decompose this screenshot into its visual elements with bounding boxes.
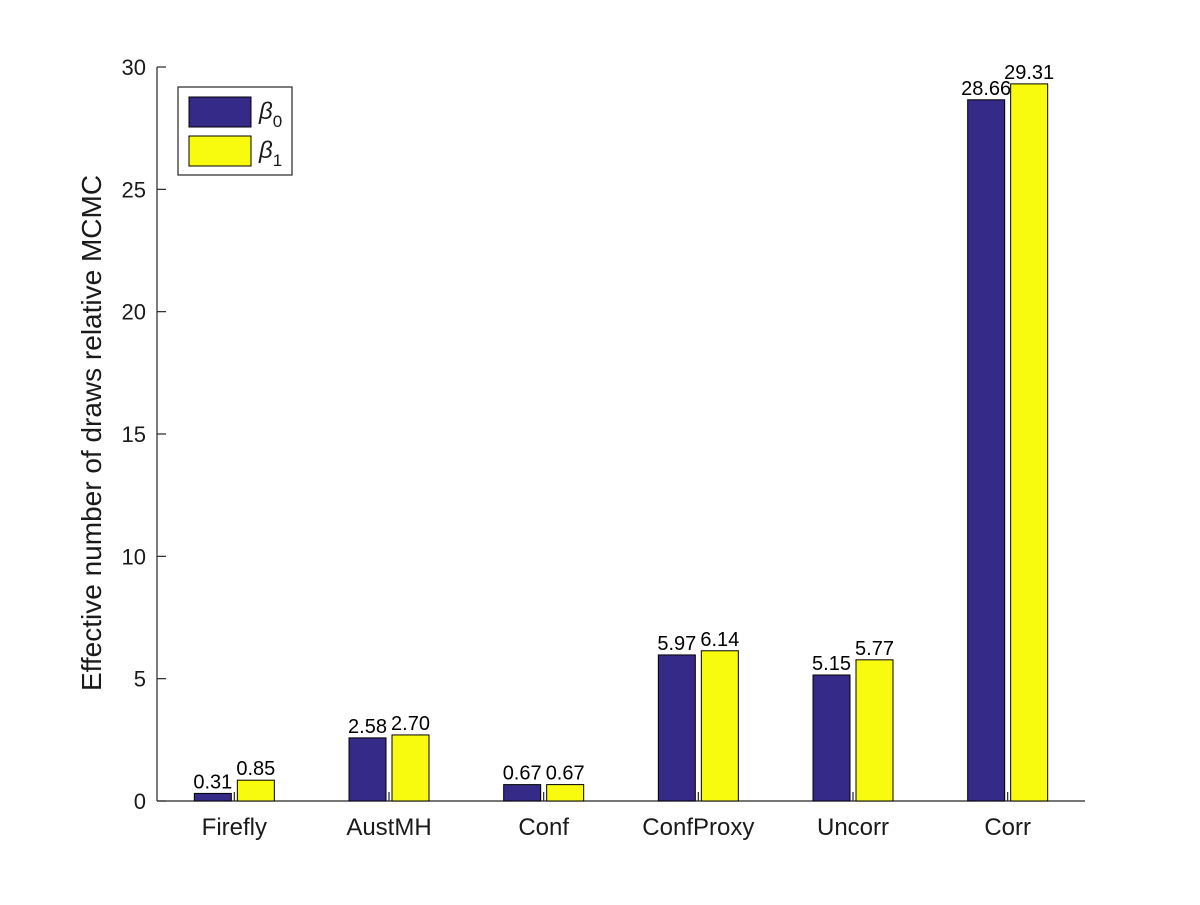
data-label: 5.97 xyxy=(657,633,696,655)
data-label: 2.70 xyxy=(391,713,430,735)
bars-layer xyxy=(193,83,1049,802)
x-tick-label: AustMH xyxy=(346,814,431,841)
data-label: 5.15 xyxy=(812,653,851,675)
y-tick-label: 20 xyxy=(122,300,146,325)
data-label: 6.14 xyxy=(700,629,739,651)
bar xyxy=(391,734,430,802)
data-label: 28.66 xyxy=(961,78,1011,100)
data-label: 0.31 xyxy=(193,771,232,793)
x-tick-label: Corr xyxy=(984,814,1031,841)
legend-swatch xyxy=(188,135,252,167)
data-label: 2.58 xyxy=(348,716,387,738)
legend-swatch xyxy=(188,96,252,128)
x-tick-label: Uncorr xyxy=(817,814,889,841)
legend-entry-subscript: 1 xyxy=(273,151,282,170)
y-tick-label: 15 xyxy=(122,422,146,447)
data-label: 5.77 xyxy=(855,638,894,660)
labels-layer: 0.310.85 2.58 2.70 0.67 0.67 5.97 6.14 5.155.77… xyxy=(193,62,1054,794)
bar xyxy=(657,654,696,802)
bar xyxy=(700,650,739,802)
y-tick-label: 5 xyxy=(134,667,146,692)
bar xyxy=(546,784,585,802)
y-tick-label: 0 xyxy=(134,789,146,814)
bar xyxy=(503,784,542,802)
bar xyxy=(236,779,275,802)
bar xyxy=(812,674,851,802)
bar xyxy=(348,737,387,802)
bar xyxy=(193,792,232,802)
x-tick-label: ConfProxy xyxy=(642,814,754,841)
bar xyxy=(1010,83,1049,802)
y-tick-label: 30 xyxy=(122,55,146,80)
bar xyxy=(967,99,1006,802)
y-tick-label: 10 xyxy=(122,544,146,569)
data-label: 0.85 xyxy=(236,758,275,780)
y-axis-label: Effective number of draws relative MCMC xyxy=(76,175,107,691)
bar xyxy=(855,659,894,802)
x-tick-label: Firefly xyxy=(202,814,267,841)
x-tick-label: Conf xyxy=(518,814,569,841)
data-label: 29.31 xyxy=(1004,62,1054,84)
data-label: 0.67 xyxy=(503,763,542,785)
data-label: 0.67 xyxy=(546,763,585,785)
y-tick-label: 25 xyxy=(122,177,146,202)
legend-entry-subscript: 0 xyxy=(273,112,282,131)
